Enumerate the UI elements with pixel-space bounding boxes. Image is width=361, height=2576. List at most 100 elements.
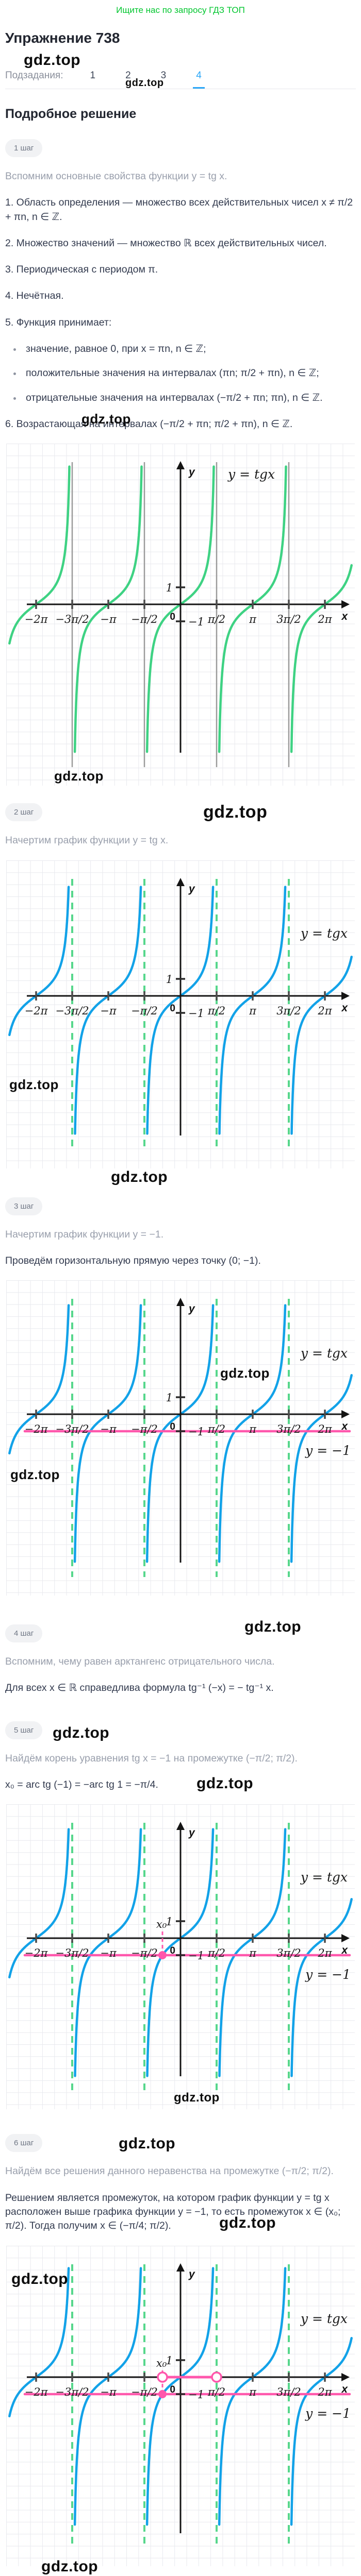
svg-text:π: π bbox=[249, 1005, 257, 1017]
svg-text:x: x bbox=[341, 1944, 348, 1956]
subtasks-label: Подзадания: bbox=[5, 70, 63, 81]
svg-text:3π/2: 3π/2 bbox=[276, 1423, 301, 1435]
svg-text:1: 1 bbox=[166, 1916, 173, 1928]
svg-text:−π/2: −π/2 bbox=[131, 1423, 158, 1435]
step-2-section: 2 шаг Начертим график функции y = tg x. … bbox=[0, 802, 361, 848]
svg-text:2π: 2π bbox=[317, 1947, 332, 1959]
tab-subtask-3[interactable]: 3 bbox=[160, 70, 167, 81]
svg-text:y: y bbox=[188, 2268, 195, 2280]
step-4-intro: Вспомним, чему равен арктангенс отрицате… bbox=[5, 1656, 275, 1668]
svg-text:3π/2: 3π/2 bbox=[276, 1947, 301, 1959]
svg-text:−2π: −2π bbox=[25, 1005, 48, 1017]
svg-text:−π: −π bbox=[100, 2386, 117, 2398]
svg-text:−1: −1 bbox=[188, 616, 204, 628]
svg-text:y = −1: y = −1 bbox=[305, 1967, 351, 1982]
svg-text:π/2: π/2 bbox=[207, 613, 225, 625]
svg-text:3π/2: 3π/2 bbox=[276, 613, 301, 625]
promo-link[interactable]: Ищите нас по запросу ГДЗ ТОП bbox=[116, 5, 245, 15]
svg-text:1: 1 bbox=[166, 973, 173, 986]
gdz-top-watermark: gdz.top bbox=[53, 1724, 110, 1741]
svg-text:x: x bbox=[341, 1420, 348, 1432]
tangent-graph-step-2: −2π −3π/2 −π −π/2 0 π/2 π 3π/2 2π 1 −1 x y y = tgx gd… bbox=[6, 860, 355, 1185]
tangent-graph-step-1: −2π −3π/2 −π −π/2 0 π/2 π 3π/2 2π 1 −1 x y y = tgx gd… bbox=[6, 444, 355, 786]
svg-text:y: y bbox=[188, 466, 195, 478]
step-2-intro: Начертим график функции y = tg x. bbox=[5, 835, 169, 846]
step-5-section: 5 шаг Найдём корень уравнения tg x = −1 … bbox=[0, 1721, 361, 1792]
gdz-top-watermark: gdz.top bbox=[9, 1076, 59, 1092]
svg-text:−3π/2: −3π/2 bbox=[55, 1005, 89, 1017]
solution-heading: Подробное решение bbox=[5, 107, 137, 121]
step-3-intro: Начертим график функции y = −1. bbox=[5, 1228, 164, 1240]
tangent-graph-step-3: −2π −3π/2 −π −π/2 0 π/2 π 3π/2 2π 1 −1 x y y = tgx y =… bbox=[6, 1280, 355, 1596]
bullet-zero-values: значение, равное 0, при x = πn, n ∈ ℤ; bbox=[5, 342, 355, 356]
svg-text:−π/2: −π/2 bbox=[131, 2386, 158, 2398]
svg-text:−π: −π bbox=[100, 1005, 117, 1017]
tab-subtask-1[interactable]: 1 bbox=[90, 70, 96, 81]
tangent-plot-svg: −2π −3π/2 −π −π/2 0 π/2 π 3π/2 2π 1 −1 x y y = tgx bbox=[6, 444, 355, 786]
step-3-section: 3 шаг Начертим график функции y = −1. Пр… bbox=[0, 1197, 361, 1268]
tangent-graph-step-6: −2π −3π/2 −π −π/2 0 π/2 π 3π/2 2π 1 −1 x y y = tgx y =… bbox=[6, 2245, 355, 2575]
svg-text:y = tgx: y = tgx bbox=[300, 926, 348, 941]
step-1-intro: Вспомним основные свойства функции y = t… bbox=[5, 171, 227, 182]
svg-text:y = −1: y = −1 bbox=[305, 2406, 351, 2421]
step-5-intro: Найдём корень уравнения tg x = −1 на про… bbox=[5, 1752, 298, 1764]
tangent-plot-svg: −2π −3π/2 −π −π/2 0 π/2 π 3π/2 2π 1 −1 x y y = tgx y =… bbox=[6, 1804, 355, 2110]
svg-text:−π: −π bbox=[100, 1423, 117, 1435]
svg-text:0: 0 bbox=[170, 1945, 175, 1956]
svg-text:y: y bbox=[188, 883, 195, 895]
svg-text:y = tgx: y = tgx bbox=[300, 2311, 348, 2326]
step-5-formula: x₀ = arc tg (−1) = −arc tg 1 = −π/4. bbox=[5, 1779, 158, 1791]
svg-text:π/2: π/2 bbox=[207, 1423, 225, 1435]
step-1-item-6: 6. Возрастающая на интервалах (−π/2 + πn… bbox=[5, 418, 293, 430]
bullet-negative-values: отрицательные значения на интервалах (−π… bbox=[5, 391, 355, 405]
svg-text:0: 0 bbox=[170, 2384, 175, 2395]
svg-text:0: 0 bbox=[170, 1003, 175, 1014]
tab-subtask-4-active[interactable]: 4 bbox=[193, 70, 205, 89]
step-5-badge: 5 шаг bbox=[5, 1721, 43, 1739]
step-6-intro: Найдём все решения данного неравенства н… bbox=[5, 2165, 334, 2177]
svg-text:y = tgx: y = tgx bbox=[300, 1870, 348, 1885]
gdz-top-watermark: gdz.top bbox=[24, 52, 81, 69]
svg-text:x: x bbox=[341, 1002, 348, 1014]
step-1-item-3: 3. Периодическая с периодом π. bbox=[5, 264, 158, 276]
gdz-top-watermark: gdz.top bbox=[174, 2091, 220, 2105]
svg-text:2π: 2π bbox=[317, 613, 332, 625]
page-header: Ищите нас по запросу ГДЗ ТОП Упражнение … bbox=[0, 0, 361, 122]
gdz-top-watermark: gdz.top bbox=[196, 1774, 254, 1792]
svg-text:−2π: −2π bbox=[25, 613, 48, 625]
svg-text:x₀: x₀ bbox=[156, 2357, 167, 2369]
svg-text:−1: −1 bbox=[188, 1950, 204, 1962]
svg-text:0: 0 bbox=[170, 1421, 175, 1432]
step-6-section: 6 шаг Найдём все решения данного неравен… bbox=[0, 2134, 361, 2233]
step-1-badge: 1 шаг bbox=[5, 139, 43, 157]
step-1-bullet-list: значение, равное 0, при x = πn, n ∈ ℤ; п… bbox=[5, 342, 355, 405]
svg-text:−1: −1 bbox=[188, 1426, 204, 1438]
step-1-section: 1 шаг Вспомним основные свойства функции… bbox=[0, 139, 361, 431]
svg-text:−1: −1 bbox=[188, 2388, 204, 2401]
bullet-positive-values: положительные значения на интервалах (πn… bbox=[5, 366, 355, 380]
svg-text:−3π/2: −3π/2 bbox=[55, 2386, 89, 2398]
svg-text:π: π bbox=[249, 1423, 257, 1435]
svg-text:π: π bbox=[249, 1947, 257, 1959]
svg-text:y: y bbox=[188, 1827, 195, 1839]
page-title: Упражнение 738 bbox=[5, 30, 120, 46]
svg-text:x: x bbox=[341, 611, 348, 622]
gdz-top-watermark: gdz.top bbox=[119, 2135, 176, 2153]
step-3-text: Проведём горизонтальную прямую через точ… bbox=[5, 1255, 261, 1266]
svg-text:−3π/2: −3π/2 bbox=[55, 1423, 89, 1435]
svg-text:y = tgx: y = tgx bbox=[300, 1346, 348, 1361]
gdz-top-watermark: gdz.top bbox=[125, 77, 164, 89]
tangent-plot-svg: −2π −3π/2 −π −π/2 0 π/2 π 3π/2 2π 1 −1 x y y = tgx y =… bbox=[6, 1280, 355, 1596]
tab-subtask-2[interactable]: 2 bbox=[125, 70, 131, 81]
step-4-formula: Для всех x ∈ ℝ справедлива формула tg⁻¹ … bbox=[5, 1682, 274, 1694]
step-2-badge: 2 шаг bbox=[5, 803, 43, 822]
svg-text:−π/2: −π/2 bbox=[131, 1005, 158, 1017]
svg-text:−2π: −2π bbox=[25, 1423, 48, 1435]
svg-text:3π/2: 3π/2 bbox=[276, 1005, 301, 1017]
gdz-top-watermark: gdz.top bbox=[41, 2557, 99, 2575]
step-6-badge: 6 шаг bbox=[5, 2134, 43, 2153]
tangent-plot-svg: −2π −3π/2 −π −π/2 0 π/2 π 3π/2 2π 1 −1 x y y = tgx y =… bbox=[6, 2245, 355, 2566]
svg-text:x: x bbox=[341, 2383, 348, 2395]
svg-text:y = −1: y = −1 bbox=[305, 1443, 351, 1458]
subtask-tabs: Подзадания: 1 2 3 4 bbox=[5, 70, 356, 89]
